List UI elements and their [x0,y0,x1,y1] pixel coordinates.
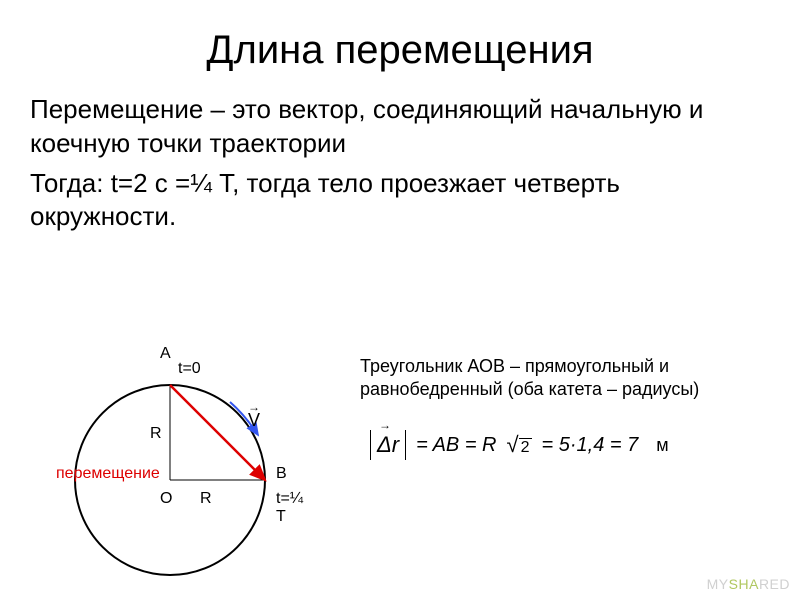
label-tquarter: t=¼ T [276,490,310,526]
triangle-line1: Треугольник АОВ – прямоугольный и [360,355,699,378]
label-t0: t=0 [178,360,201,378]
paragraph-1: Перемещение – это вектор, соединяющий на… [30,93,770,161]
page-title: Длина перемещения [0,0,800,93]
label-displacement: перемещение [56,465,160,483]
label-r2: R [200,490,212,508]
formula-var: r [392,432,399,457]
body-text: Перемещение – это вектор, соединяющий на… [0,93,800,234]
formula-eq1: = AB = R [416,434,496,457]
watermark-pre: MY [707,576,729,592]
diagram: A t=0 R перемещение B t=¼ T O R V [60,330,310,590]
watermark-hl: SHA [729,576,759,592]
formula: Δr = AB = R 2 = 5·1,4 = 7 м [370,430,669,460]
formula-sqrt-arg: 2 [519,438,532,456]
label-r1: R [150,425,162,443]
watermark: MYSHARED [707,576,790,592]
triangle-line2: равнобедренный (оба катета – радиусы) [360,378,699,401]
label-v: V [248,410,260,431]
paragraph-2: Тогда: t=2 с =¼ Т, тогда тело проезжает … [30,167,770,235]
watermark-post: RED [759,576,790,592]
formula-delta: Δ [377,432,392,457]
formula-unit: м [656,435,668,456]
triangle-description: Треугольник АОВ – прямоугольный и равноб… [360,355,699,402]
label-o: O [160,490,172,508]
label-a: A [160,345,171,363]
formula-delta-r: Δr [370,430,406,460]
formula-sqrt: 2 [507,432,532,458]
label-b: B [276,465,287,483]
formula-eq2: = 5·1,4 = 7 [542,434,639,457]
